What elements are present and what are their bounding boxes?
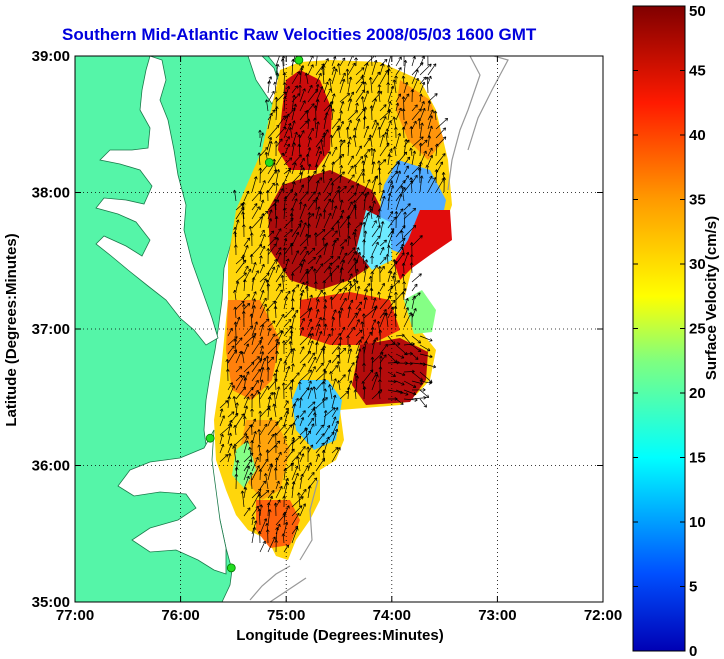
colorbar-tick-label: 35 [689, 192, 706, 209]
y-tick-label: 38:00 [32, 185, 70, 202]
x-tick-label: 75:00 [267, 607, 305, 624]
colorbar-tick-label: 45 [689, 63, 706, 80]
colorbar-tick-label: 15 [689, 450, 706, 467]
y-tick-label: 39:00 [32, 48, 70, 65]
radar-station-marker [264, 158, 274, 167]
x-tick-label: 77:00 [56, 607, 94, 624]
pamlico-sound [117, 429, 227, 575]
bathymetry-contours [249, 56, 509, 602]
y-tick-label: 35:00 [32, 594, 70, 611]
colorbar-ticks: 0 5 10 15 20 25 30 35 40 45 50 [633, 3, 706, 659]
radar-stations [205, 56, 304, 573]
colorbar-tick-label: 25 [689, 321, 706, 338]
colorbar-tick-label: 30 [689, 256, 706, 273]
colorbar-tick-label: 50 [689, 3, 706, 20]
x-tick-label: 76:00 [161, 607, 199, 624]
radar-station-marker [205, 433, 215, 443]
colorbar-label: Surface Velocity (cm/s) [703, 216, 720, 380]
colorbar-tick-label: 40 [689, 127, 706, 144]
map-title: Southern Mid-Atlantic Raw Velocities 200… [62, 25, 537, 44]
colorbar-tick-label: 10 [689, 514, 706, 531]
radar-station-marker [226, 563, 236, 573]
chesapeake-bay [95, 56, 219, 346]
x-axis-label: Longitude (Degrees:Minutes) [236, 627, 444, 644]
y-axis-label: Latitude (Degrees:Minutes) [3, 233, 20, 426]
x-tick-label: 72:00 [584, 607, 622, 624]
y-tick-label: 37:00 [32, 321, 70, 338]
colorbar-tick-label: 20 [689, 385, 706, 402]
colorbar-tick-label: 0 [689, 643, 697, 659]
x-axis-ticks: 77:00 76:00 75:00 74:00 73:00 72:00 [56, 56, 622, 624]
colorbar [632, 5, 686, 652]
x-tick-label: 74:00 [373, 607, 411, 624]
map-grid [75, 56, 603, 602]
vector-arrow-set [219, 56, 449, 553]
y-axis-ticks: 39:00 38:00 37:00 36:00 35:00 [32, 48, 603, 611]
x-tick-label: 73:00 [478, 607, 516, 624]
colorbar-tick-label: 5 [689, 579, 697, 596]
radar-station-marker [294, 56, 304, 65]
y-tick-label: 36:00 [32, 458, 70, 475]
velocity-vectors [219, 56, 449, 553]
